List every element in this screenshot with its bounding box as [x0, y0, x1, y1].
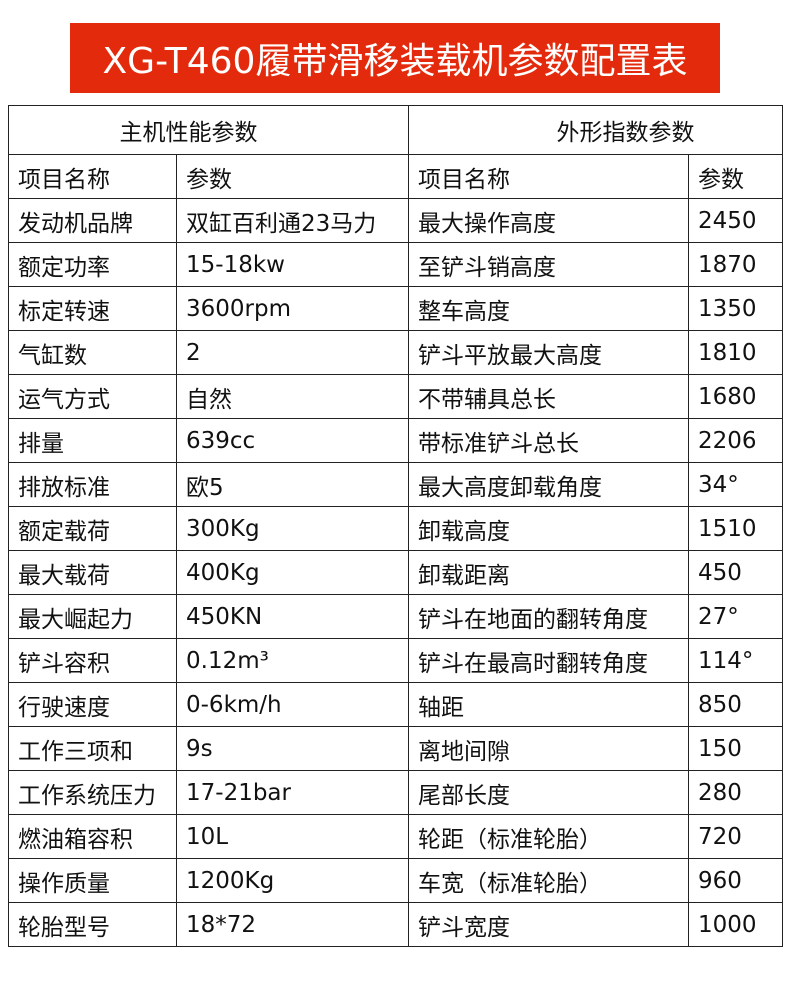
- table-row: 标定转速 3600rpm 整车高度 1350: [8, 286, 783, 331]
- section-left-title: 主机性能参数: [8, 105, 409, 155]
- table-row: 运气方式 自然 不带辅具总长 1680: [8, 374, 783, 419]
- value-cell: 双缸百利通23马力: [176, 198, 409, 243]
- table-row: 排量 639cc 带标准铲斗总长 2206: [8, 418, 783, 463]
- table-row: 额定功率 15-18kw 至铲斗销高度 1870: [8, 242, 783, 287]
- value-cell: 2: [176, 330, 409, 375]
- table-row: 最大崛起力 450KN 铲斗在地面的翻转角度 27°: [8, 594, 783, 639]
- item-name-cell: 最大崛起力: [8, 594, 177, 639]
- item-name-cell: 铲斗在地面的翻转角度: [408, 594, 689, 639]
- item-name-cell: 带标准铲斗总长: [408, 418, 689, 463]
- table-row: 操作质量 1200Kg 车宽（标准轮胎） 960: [8, 858, 783, 903]
- value-cell: 27°: [688, 594, 783, 639]
- column-header-row: 项目名称 参数 项目名称 参数: [8, 154, 783, 199]
- item-name-cell: 最大高度卸载角度: [408, 462, 689, 507]
- item-name-cell: 运气方式: [8, 374, 177, 419]
- page-title: XG-T460履带滑移装载机参数配置表: [70, 23, 720, 93]
- value-cell: 450KN: [176, 594, 409, 639]
- item-name-cell: 轮胎型号: [8, 902, 177, 947]
- table-row: 工作系统压力 17-21bar 尾部长度 280: [8, 770, 783, 815]
- column-header: 项目名称: [408, 154, 689, 199]
- item-name-cell: 尾部长度: [408, 770, 689, 815]
- item-name-cell: 发动机品牌: [8, 198, 177, 243]
- value-cell: 960: [688, 858, 783, 903]
- item-name-cell: 离地间隙: [408, 726, 689, 771]
- column-header: 项目名称: [8, 154, 177, 199]
- value-cell: 1870: [688, 242, 783, 287]
- item-name-cell: 不带辅具总长: [408, 374, 689, 419]
- value-cell: 18*72: [176, 902, 409, 947]
- value-cell: 1680: [688, 374, 783, 419]
- item-name-cell: 排量: [8, 418, 177, 463]
- value-cell: 280: [688, 770, 783, 815]
- item-name-cell: 工作系统压力: [8, 770, 177, 815]
- section-right-title: 外形指数参数: [408, 105, 783, 155]
- item-name-cell: 行驶速度: [8, 682, 177, 727]
- item-name-cell: 操作质量: [8, 858, 177, 903]
- value-cell: 300Kg: [176, 506, 409, 551]
- value-cell: 1200Kg: [176, 858, 409, 903]
- item-name-cell: 铲斗平放最大高度: [408, 330, 689, 375]
- item-name-cell: 整车高度: [408, 286, 689, 331]
- table-row: 额定载荷 300Kg 卸载高度 1510: [8, 506, 783, 551]
- value-cell: 3600rpm: [176, 286, 409, 331]
- item-name-cell: 标定转速: [8, 286, 177, 331]
- value-cell: 450: [688, 550, 783, 595]
- item-name-cell: 气缸数: [8, 330, 177, 375]
- item-name-cell: 车宽（标准轮胎）: [408, 858, 689, 903]
- value-cell: 720: [688, 814, 783, 859]
- value-cell: 2450: [688, 198, 783, 243]
- value-cell: 0.12m³: [176, 638, 409, 683]
- item-name-cell: 铲斗宽度: [408, 902, 689, 947]
- value-cell: 1510: [688, 506, 783, 551]
- table-row: 工作三项和 9s 离地间隙 150: [8, 726, 783, 771]
- value-cell: 150: [688, 726, 783, 771]
- value-cell: 0-6km/h: [176, 682, 409, 727]
- item-name-cell: 燃油箱容积: [8, 814, 177, 859]
- table-row: 最大载荷 400Kg 卸载距离 450: [8, 550, 783, 595]
- value-cell: 10L: [176, 814, 409, 859]
- value-cell: 114°: [688, 638, 783, 683]
- value-cell: 欧5: [176, 462, 409, 507]
- value-cell: 34°: [688, 462, 783, 507]
- table-row: 轮胎型号 18*72 铲斗宽度 1000: [8, 902, 783, 947]
- table-row: 燃油箱容积 10L 轮距（标准轮胎） 720: [8, 814, 783, 859]
- value-cell: 400Kg: [176, 550, 409, 595]
- item-name-cell: 至铲斗销高度: [408, 242, 689, 287]
- table-row: 排放标准 欧5 最大高度卸载角度 34°: [8, 462, 783, 507]
- table-row: 气缸数 2 铲斗平放最大高度 1810: [8, 330, 783, 375]
- item-name-cell: 额定功率: [8, 242, 177, 287]
- spec-table: 主机性能参数 外形指数参数 项目名称 参数 项目名称 参数 发动机品牌 双缸百利通…: [8, 105, 783, 947]
- item-name-cell: 轴距: [408, 682, 689, 727]
- value-cell: 850: [688, 682, 783, 727]
- section-header-row: 主机性能参数 外形指数参数: [8, 105, 783, 155]
- item-name-cell: 最大操作高度: [408, 198, 689, 243]
- item-name-cell: 铲斗在最高时翻转角度: [408, 638, 689, 683]
- item-name-cell: 工作三项和: [8, 726, 177, 771]
- value-cell: 自然: [176, 374, 409, 419]
- value-cell: 1000: [688, 902, 783, 947]
- column-header: 参数: [688, 154, 783, 199]
- item-name-cell: 卸载高度: [408, 506, 689, 551]
- column-header: 参数: [176, 154, 409, 199]
- value-cell: 639cc: [176, 418, 409, 463]
- item-name-cell: 额定载荷: [8, 506, 177, 551]
- item-name-cell: 排放标准: [8, 462, 177, 507]
- value-cell: 17-21bar: [176, 770, 409, 815]
- value-cell: 1350: [688, 286, 783, 331]
- item-name-cell: 最大载荷: [8, 550, 177, 595]
- value-cell: 1810: [688, 330, 783, 375]
- item-name-cell: 铲斗容积: [8, 638, 177, 683]
- item-name-cell: 轮距（标准轮胎）: [408, 814, 689, 859]
- value-cell: 15-18kw: [176, 242, 409, 287]
- value-cell: 2206: [688, 418, 783, 463]
- table-row: 发动机品牌 双缸百利通23马力 最大操作高度 2450: [8, 198, 783, 243]
- table-row: 行驶速度 0-6km/h 轴距 850: [8, 682, 783, 727]
- value-cell: 9s: [176, 726, 409, 771]
- item-name-cell: 卸载距离: [408, 550, 689, 595]
- table-row: 铲斗容积 0.12m³ 铲斗在最高时翻转角度 114°: [8, 638, 783, 683]
